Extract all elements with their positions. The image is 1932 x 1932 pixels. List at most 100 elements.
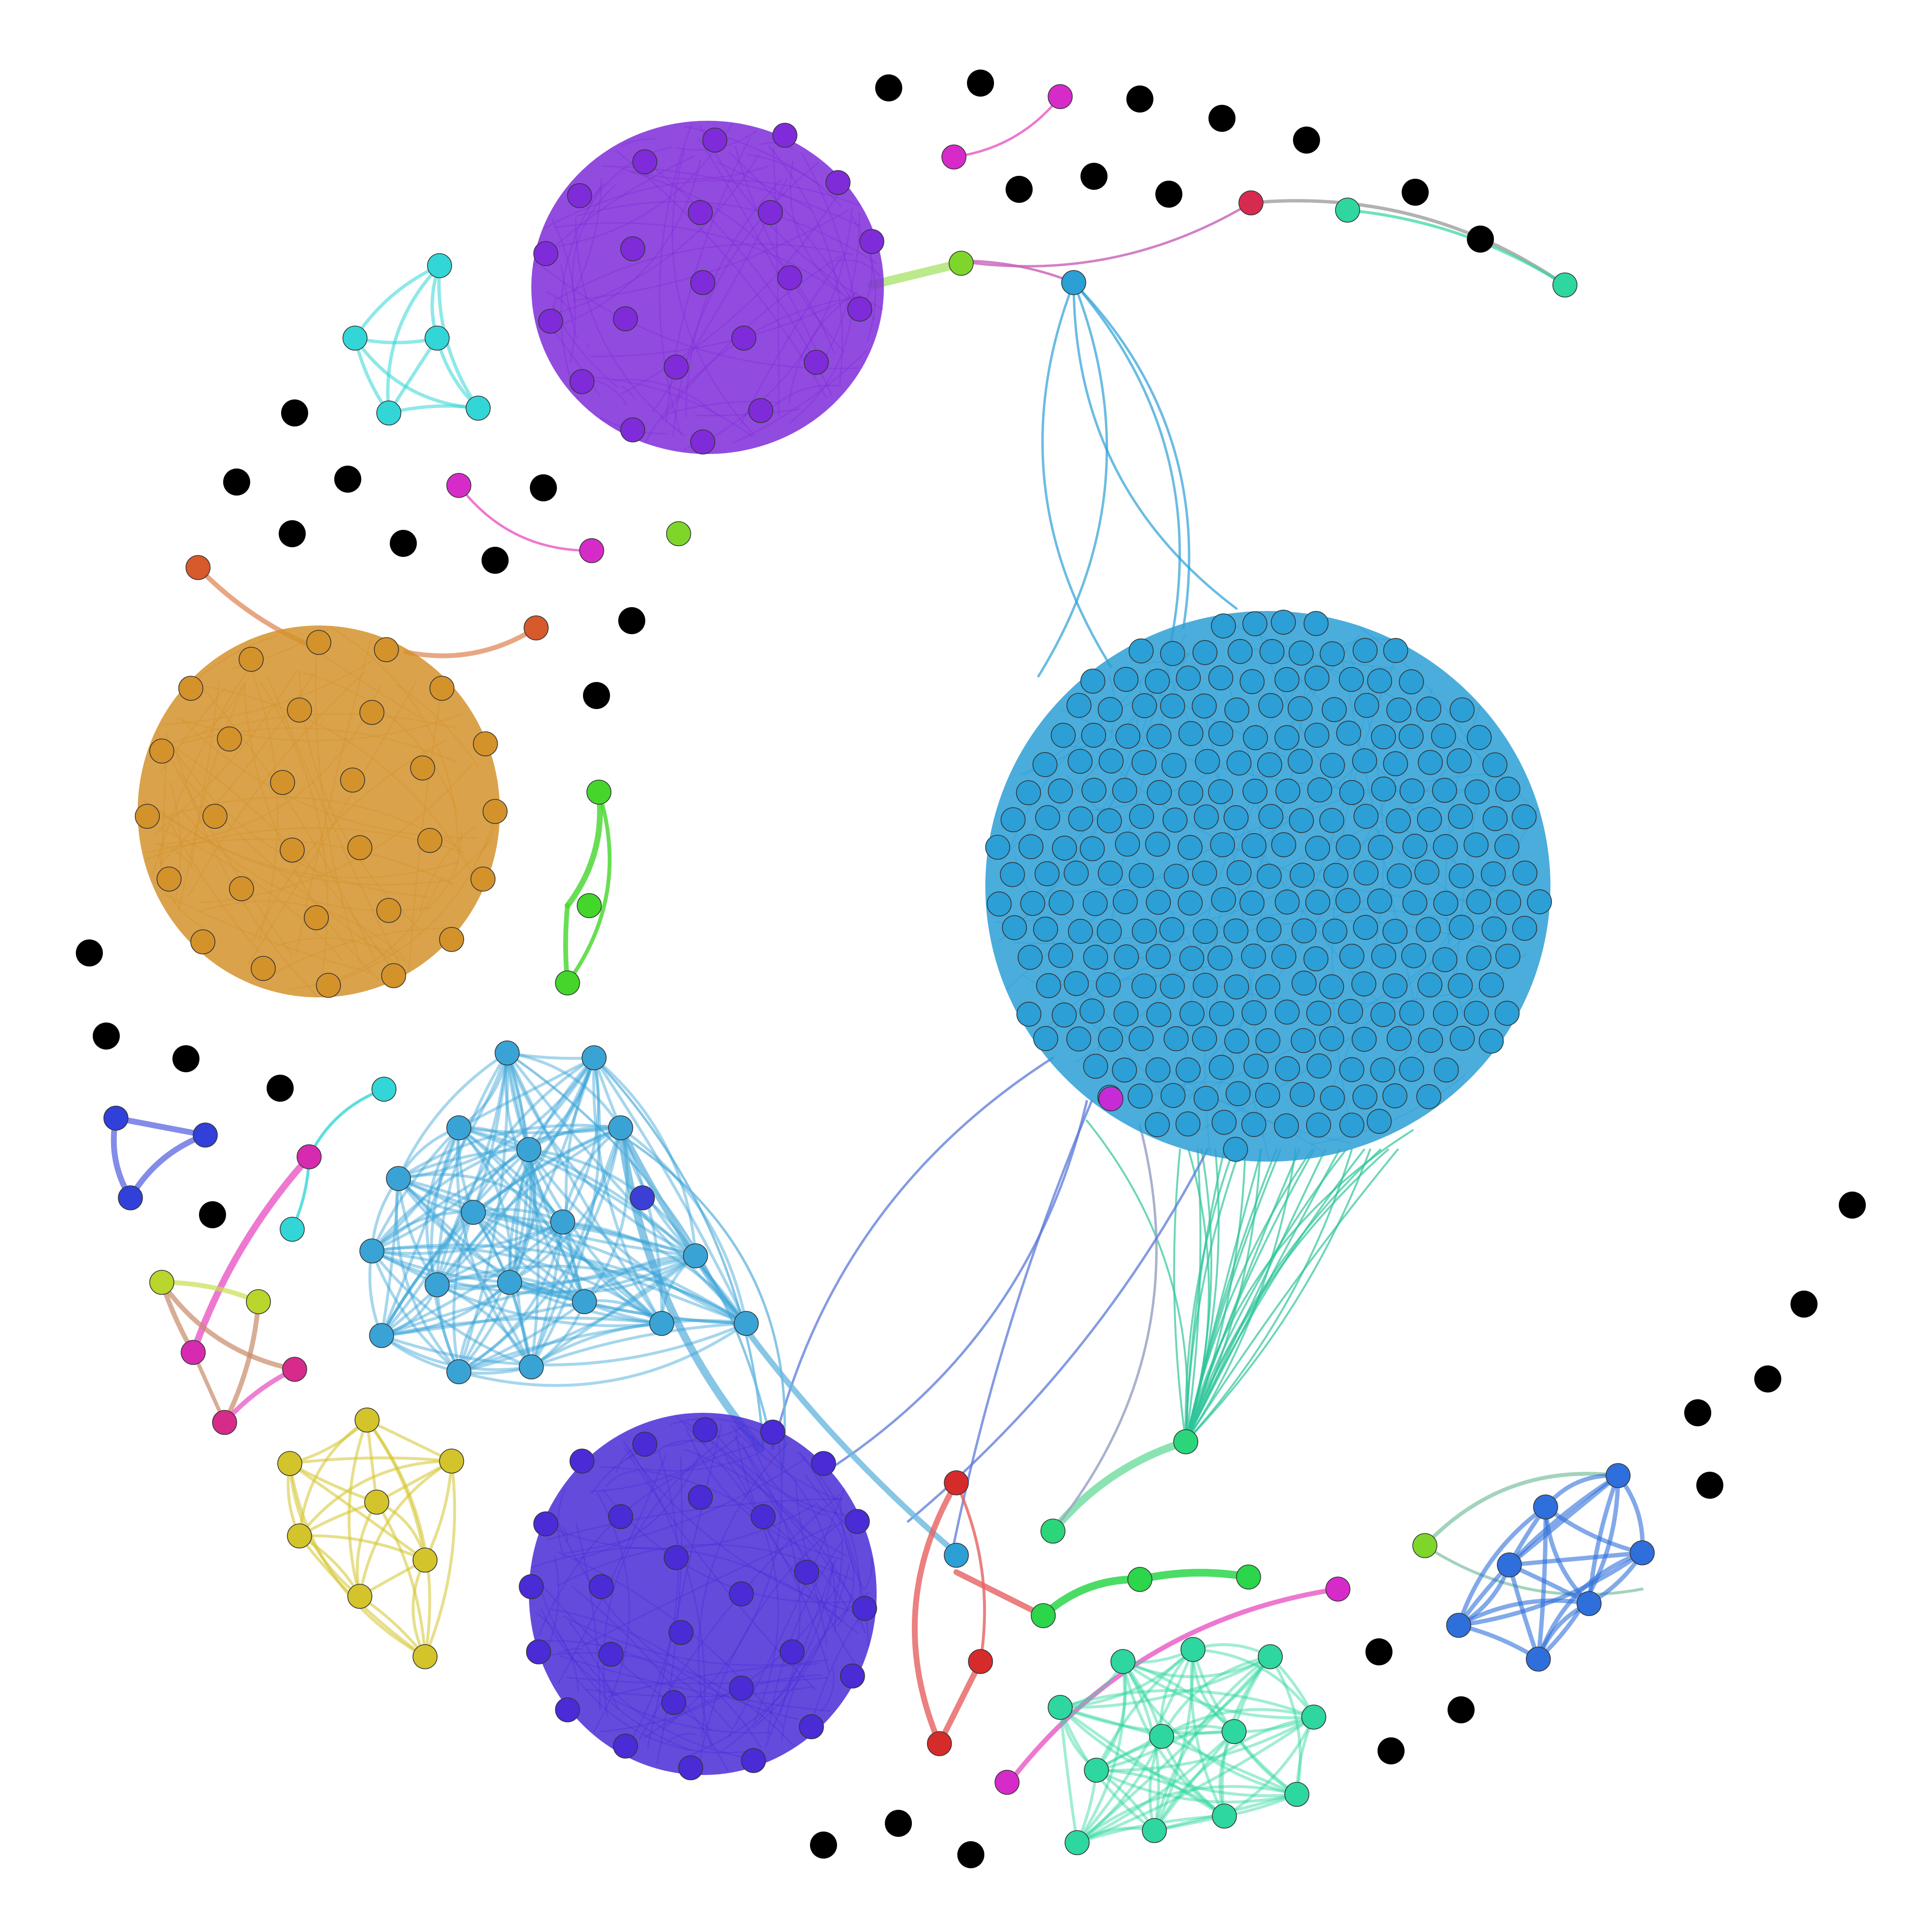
graph-node xyxy=(620,417,645,442)
graph-edge xyxy=(1059,1648,1194,1709)
graph-node xyxy=(1033,1026,1058,1051)
graph-node xyxy=(1284,1782,1309,1807)
graph-node xyxy=(417,828,442,853)
graph-node xyxy=(347,1584,372,1609)
graph-edge xyxy=(725,1457,779,1722)
graph-edge xyxy=(436,1283,533,1368)
graph-node xyxy=(804,350,829,375)
graph-node xyxy=(1307,777,1333,803)
graph-edge xyxy=(735,1425,837,1633)
graph-edge xyxy=(781,1592,869,1740)
graph-node xyxy=(1339,780,1364,805)
graph-edge xyxy=(506,1051,663,1325)
graph-node xyxy=(1096,919,1122,944)
graph-node xyxy=(1241,833,1267,858)
isolated-node xyxy=(1839,1192,1866,1219)
graph-edge xyxy=(1332,672,1338,678)
graph-edge xyxy=(152,670,249,876)
graph-node xyxy=(1147,780,1172,805)
graph-node xyxy=(1271,832,1296,857)
graph-node xyxy=(1288,749,1313,774)
graph-node xyxy=(1512,916,1537,941)
graph-edge xyxy=(380,1254,697,1337)
graph-node xyxy=(1463,1001,1489,1026)
graph-node xyxy=(1275,1056,1300,1081)
graph-edge xyxy=(560,185,603,389)
graph-edge xyxy=(540,1640,732,1729)
graph-node xyxy=(371,1077,397,1102)
graph-node xyxy=(1399,669,1424,695)
graph-edge xyxy=(457,1051,509,1373)
graph-node xyxy=(1149,1724,1174,1749)
graph-edge xyxy=(607,1663,819,1697)
graph-node xyxy=(1255,974,1280,999)
graph-edge xyxy=(457,1126,512,1284)
graph-edge xyxy=(1153,1730,1236,1832)
graph-edge xyxy=(188,670,367,896)
graph-edge xyxy=(1076,1785,1298,1844)
graph-node xyxy=(664,1545,689,1570)
graph-node xyxy=(1097,808,1122,834)
graph-node xyxy=(1289,808,1314,833)
graph-edge xyxy=(573,178,602,294)
graph-node xyxy=(1446,1613,1471,1638)
graph-edge xyxy=(395,1177,460,1373)
graph-edge xyxy=(742,1443,847,1556)
graph-node xyxy=(1495,943,1520,969)
graph-edge xyxy=(551,1608,762,1748)
graph-node xyxy=(1354,693,1379,718)
graph-edge xyxy=(735,1429,858,1634)
graph-node xyxy=(582,1045,607,1070)
graph-edge xyxy=(199,900,407,960)
graph-edge xyxy=(752,1437,826,1516)
graph-node xyxy=(316,973,341,998)
graph-node xyxy=(1173,1429,1198,1454)
graph-edge xyxy=(298,1501,378,1537)
graph-node xyxy=(1255,1082,1280,1108)
graph-node xyxy=(1210,832,1235,857)
graph-node xyxy=(1371,943,1396,969)
graph-node xyxy=(1239,669,1265,695)
graph-edge xyxy=(1192,1648,1315,1719)
graph-edge xyxy=(527,1148,748,1325)
graph-node xyxy=(466,396,491,421)
graph-node xyxy=(412,1644,438,1669)
graph-node xyxy=(1179,1001,1205,1026)
graph-node xyxy=(1036,973,1061,998)
graph-edge xyxy=(370,1126,460,1252)
graph-edge xyxy=(1059,1706,1226,1818)
graph-edge xyxy=(457,1254,697,1373)
graph-node xyxy=(598,1642,624,1667)
graph-node xyxy=(1162,808,1188,833)
graph-node xyxy=(149,1270,174,1295)
graph-edge xyxy=(472,1051,509,1214)
isolated-node xyxy=(76,939,103,966)
isolated-node xyxy=(1790,1291,1818,1318)
graph-node xyxy=(825,170,851,195)
graph-node xyxy=(386,1166,411,1191)
graph-edge xyxy=(623,1450,679,1754)
graph-node xyxy=(212,1410,237,1435)
graph-node xyxy=(1305,890,1331,915)
graph-node xyxy=(429,676,455,701)
graph-edge xyxy=(1095,1648,1194,1772)
graph-edge xyxy=(504,1051,564,1223)
graph-edge xyxy=(506,1051,697,1257)
graph-edge xyxy=(403,625,539,658)
graph-node xyxy=(1243,1053,1269,1079)
graph-edge xyxy=(575,217,686,437)
isolated-node xyxy=(1754,1365,1781,1392)
graph-node xyxy=(1258,693,1283,718)
graph-edge xyxy=(621,385,636,399)
graph-edge xyxy=(561,1221,663,1325)
graph-node xyxy=(1323,863,1349,888)
graph-edge xyxy=(267,676,404,972)
graph-edge xyxy=(397,1177,439,1286)
graph-edge xyxy=(1456,1623,1541,1662)
graph-node xyxy=(968,1649,993,1674)
graph-edge xyxy=(615,150,827,399)
graph-node xyxy=(1178,721,1204,746)
graph-node xyxy=(1113,667,1139,692)
graph-node xyxy=(1339,1112,1364,1138)
isolated-node xyxy=(885,1810,912,1837)
